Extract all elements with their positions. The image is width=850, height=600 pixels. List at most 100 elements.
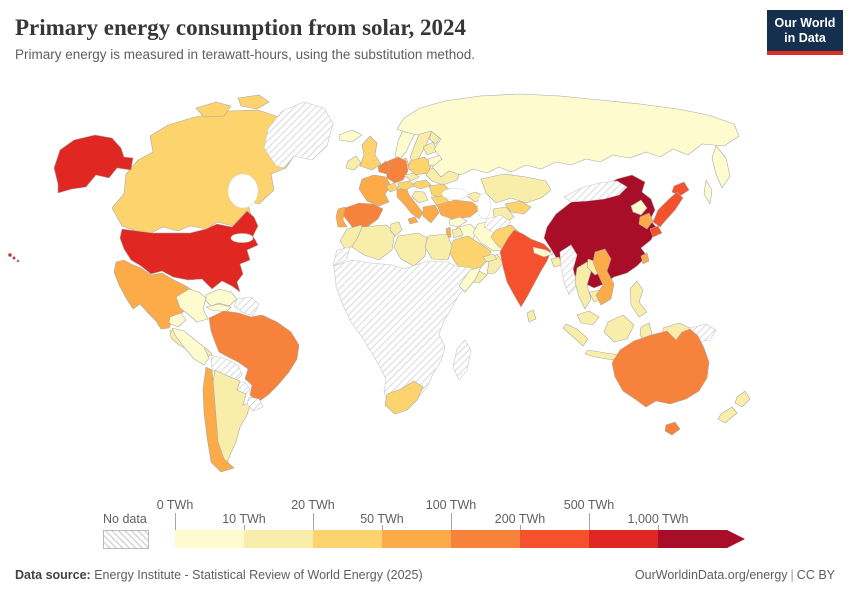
data-source-text: Energy Institute - Statistical Review of… (94, 568, 423, 582)
country-ireland[interactable] (345, 155, 362, 171)
country-switzerland[interactable] (385, 182, 399, 193)
country-indonesia-borneo[interactable] (603, 314, 635, 343)
country-vietnam[interactable] (592, 248, 615, 306)
legend-bin-segment[interactable] (451, 530, 520, 548)
country-spain[interactable] (340, 202, 384, 229)
country-taiwan[interactable] (640, 252, 650, 265)
country-japan-honshu[interactable] (652, 191, 684, 228)
country-united-states-hawaii[interactable] (8, 253, 13, 258)
legend-bin-segment[interactable] (244, 530, 313, 548)
legend-bin-segment[interactable] (175, 530, 244, 548)
country-venezuela[interactable] (205, 288, 238, 307)
region-balkans[interactable] (411, 190, 429, 204)
country-portugal[interactable] (335, 206, 348, 228)
legend-tick-label: 20 TWh (291, 498, 335, 512)
country-new-zealand-south[interactable] (717, 406, 738, 424)
legend-bin-segment[interactable] (589, 530, 658, 548)
owid-logo-box: Our World in Data (767, 10, 843, 51)
country-united-kingdom[interactable] (359, 135, 382, 171)
country-italy-sicily[interactable] (407, 216, 419, 225)
attribution-separator: | (790, 568, 794, 582)
owid-link[interactable]: OurWorldinData.org/energy (634, 568, 788, 582)
country-philippines[interactable] (629, 280, 648, 318)
map-legend: No data 0 TWh 10 TWh 20 TWh 50 TWh 100 TWh 20… (0, 497, 850, 551)
legend-no-data-swatch[interactable] (103, 530, 149, 549)
country-south-korea[interactable] (638, 212, 654, 230)
country-australia-tasmania[interactable] (664, 421, 681, 436)
country-france[interactable] (358, 174, 392, 207)
data-source-note: Data source: Energy Institute - Statisti… (15, 568, 423, 582)
legend-tick-mark (244, 525, 245, 530)
country-canada-arctic-island[interactable] (237, 94, 270, 110)
legend-tick-mark (313, 513, 314, 530)
country-colombia[interactable] (175, 288, 209, 323)
country-india[interactable] (499, 229, 552, 308)
country-hungary[interactable] (412, 179, 432, 190)
country-madagascar[interactable] (452, 339, 472, 381)
legend-bin-segment[interactable] (382, 530, 451, 548)
country-uae[interactable] (482, 253, 498, 263)
country-turkey[interactable] (436, 199, 481, 220)
legend-tick-mark (382, 525, 383, 530)
country-jordan[interactable] (451, 227, 464, 239)
country-uruguay[interactable] (246, 396, 264, 412)
country-mongolia[interactable] (563, 180, 628, 203)
country-united-states-hawaii[interactable] (16, 259, 20, 263)
country-austria[interactable] (397, 180, 416, 191)
country-kazakhstan[interactable] (480, 173, 552, 204)
legend-bin-segment[interactable] (658, 530, 727, 548)
country-united-states[interactable] (119, 210, 259, 293)
license-label[interactable]: CC BY (796, 568, 835, 582)
country-greenland[interactable] (263, 101, 334, 169)
country-saudi-arabia[interactable] (447, 235, 492, 275)
country-indonesia-sumatra[interactable] (562, 323, 589, 347)
country-united-states-hawaii[interactable] (12, 256, 16, 260)
country-peru[interactable] (171, 327, 210, 366)
region-sub-saharan-africa[interactable] (333, 259, 481, 413)
legend-tick-label: 0 TWh (156, 498, 194, 512)
owid-logo[interactable]: Our World in Data (767, 10, 843, 55)
country-chile[interactable] (202, 366, 235, 473)
country-italy[interactable] (396, 186, 424, 220)
country-north-korea[interactable] (630, 199, 648, 216)
country-libya[interactable] (393, 232, 428, 267)
chart-header: Primary energy consumption from solar, 2… (15, 14, 750, 62)
country-tunisia[interactable] (389, 221, 403, 237)
country-new-zealand-north[interactable] (734, 390, 751, 408)
country-somalia[interactable] (458, 266, 482, 293)
country-south-africa[interactable] (384, 380, 424, 415)
country-australia[interactable] (611, 328, 710, 408)
country-czechia[interactable] (403, 172, 420, 182)
country-sri-lanka[interactable] (526, 309, 537, 323)
country-japan-kyushu[interactable] (649, 225, 663, 238)
country-western-sahara[interactable] (332, 246, 351, 267)
country-canada[interactable] (111, 109, 295, 234)
country-indonesia-java[interactable] (584, 349, 621, 361)
country-iceland[interactable] (338, 129, 363, 143)
country-nepal[interactable] (532, 246, 554, 258)
region-guyana-suriname[interactable] (233, 296, 260, 317)
country-greece[interactable] (422, 204, 440, 224)
country-cuba[interactable] (205, 303, 232, 313)
country-united-states-alaska[interactable] (53, 134, 134, 194)
country-russia-sakhalin[interactable] (703, 179, 713, 205)
legend-bin-segment[interactable] (313, 530, 382, 548)
country-netherlands[interactable] (377, 160, 392, 175)
country-oman[interactable] (486, 253, 504, 275)
country-egypt[interactable] (424, 233, 453, 261)
legend-no-data-label: No data (103, 512, 147, 526)
country-brazil[interactable] (208, 310, 300, 403)
country-mexico[interactable] (113, 259, 201, 330)
country-malaysia[interactable] (576, 310, 600, 326)
country-canada-arctic-island[interactable] (195, 101, 232, 118)
country-uzbekistan[interactable] (504, 200, 532, 215)
country-syria[interactable] (448, 216, 468, 228)
owid-logo-line1: Our World (774, 16, 836, 30)
country-ecuador[interactable] (168, 312, 187, 328)
world-choropleth-map (8, 93, 751, 473)
country-algeria[interactable] (351, 224, 396, 261)
country-russia[interactable] (396, 93, 740, 178)
country-russia-kamchatka[interactable] (711, 145, 731, 189)
legend-bin-segment[interactable] (520, 530, 589, 548)
